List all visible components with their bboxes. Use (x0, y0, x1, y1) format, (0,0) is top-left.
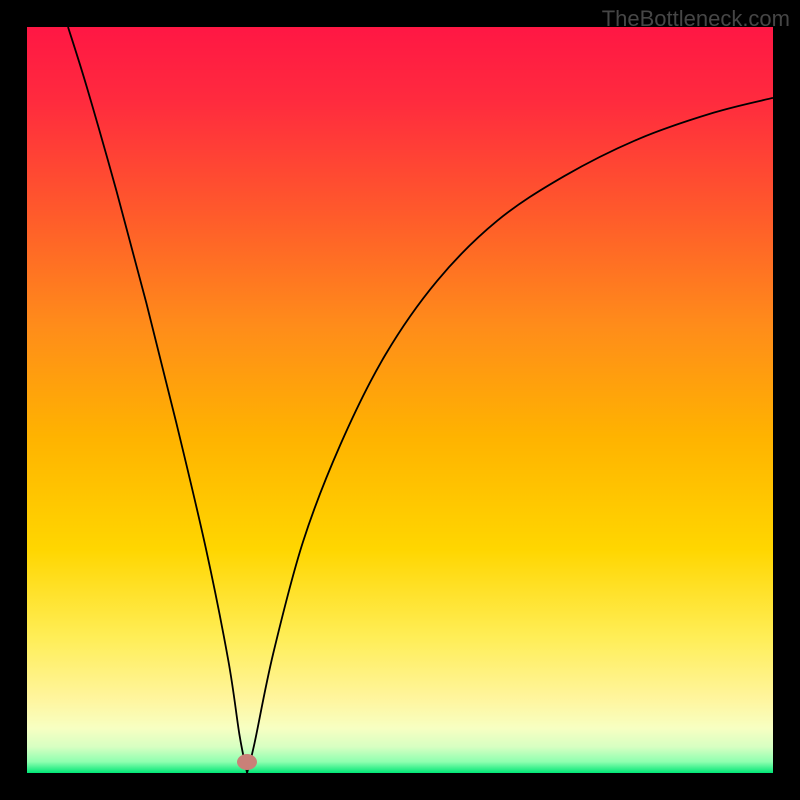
watermark-text: TheBottleneck.com (602, 6, 790, 32)
plot-frame (27, 27, 773, 773)
plot-area (27, 27, 773, 773)
bottleneck-curve (68, 27, 773, 773)
curve-layer (27, 27, 773, 773)
vertex-marker (237, 754, 257, 770)
